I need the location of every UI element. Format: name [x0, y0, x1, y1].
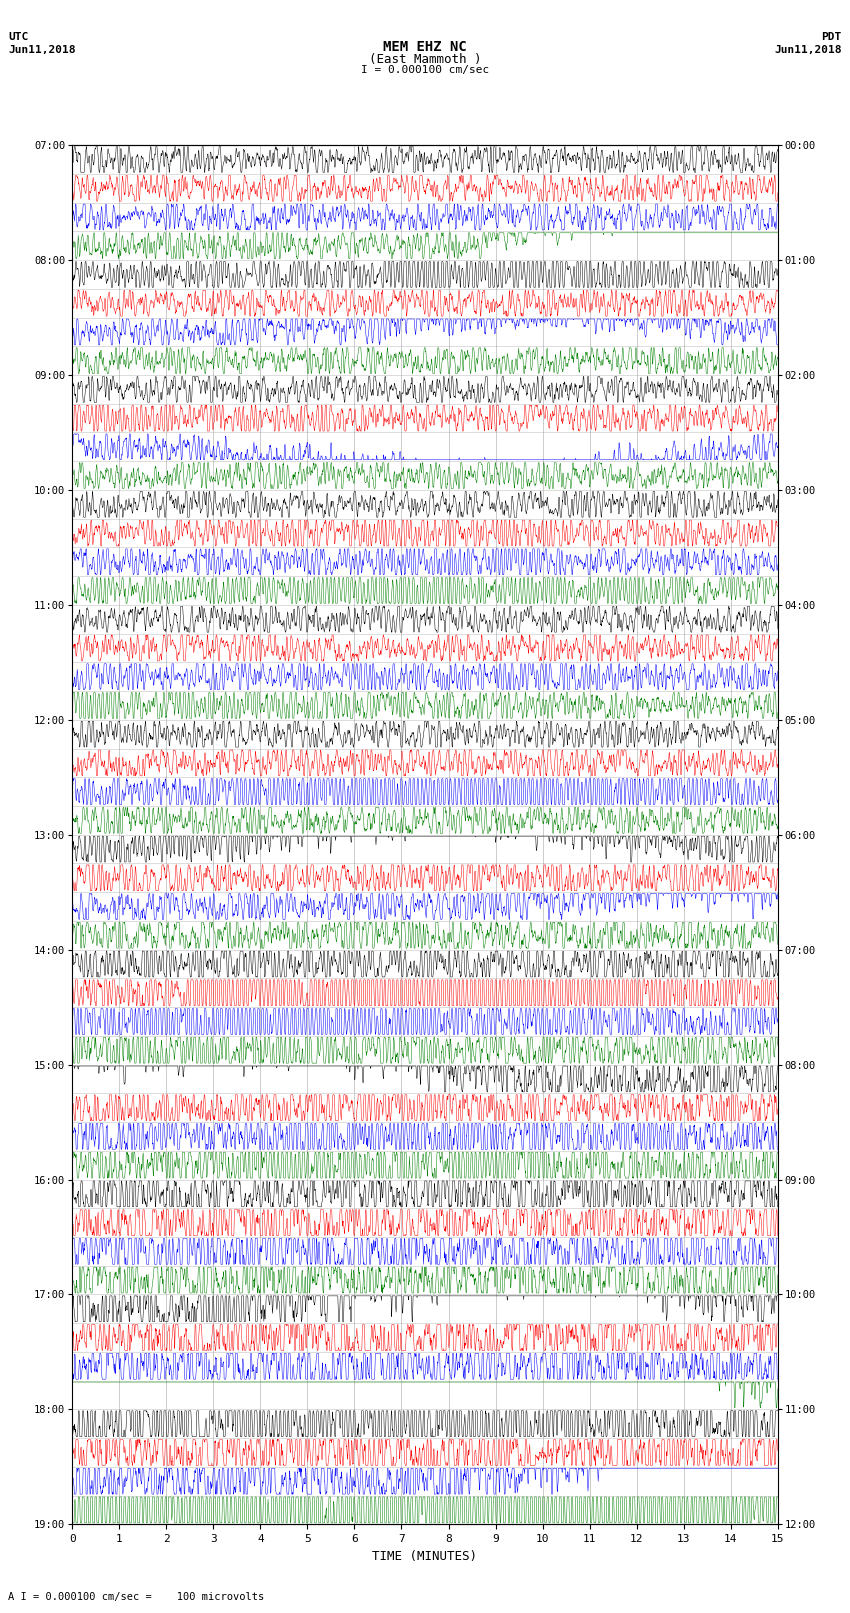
Text: PDT: PDT	[821, 32, 842, 42]
Text: I = 0.000100 cm/sec: I = 0.000100 cm/sec	[361, 65, 489, 74]
X-axis label: TIME (MINUTES): TIME (MINUTES)	[372, 1550, 478, 1563]
Text: Jun11,2018: Jun11,2018	[774, 45, 842, 55]
Text: MEM EHZ NC: MEM EHZ NC	[383, 40, 467, 55]
Text: A I = 0.000100 cm/sec =    100 microvolts: A I = 0.000100 cm/sec = 100 microvolts	[8, 1592, 264, 1602]
Text: UTC: UTC	[8, 32, 29, 42]
Text: Jun11,2018: Jun11,2018	[8, 45, 76, 55]
Text: (East Mammoth ): (East Mammoth )	[369, 53, 481, 66]
